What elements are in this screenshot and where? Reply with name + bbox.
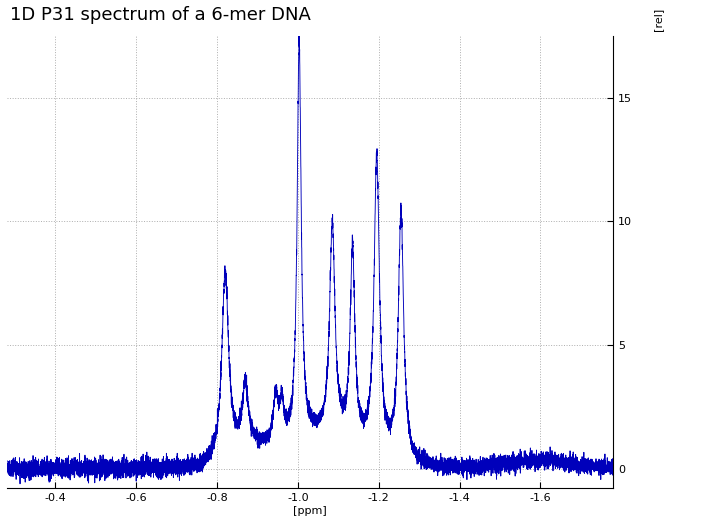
X-axis label: [ppm]: [ppm] xyxy=(293,506,327,516)
Text: 1D P31 spectrum of a 6-mer DNA: 1D P31 spectrum of a 6-mer DNA xyxy=(10,6,311,25)
Text: [rel]: [rel] xyxy=(652,7,662,30)
